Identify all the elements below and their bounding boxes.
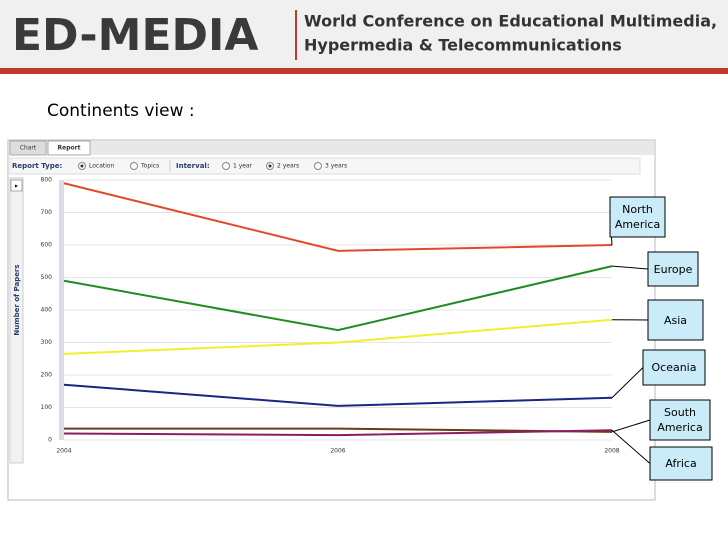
tab-label[interactable]: Report <box>58 145 81 152</box>
y-tick-label: 800 <box>41 177 53 184</box>
legend-label: North America <box>610 197 665 237</box>
y-tick-label: 0 <box>48 437 52 444</box>
radio[interactable] <box>223 163 230 170</box>
view-title: Continents view : <box>47 101 195 121</box>
callout: Oceania <box>643 350 705 385</box>
axis-band <box>59 180 64 440</box>
y-tick-label: 300 <box>41 339 53 346</box>
radio[interactable] <box>131 163 138 170</box>
header-title: Hypermedia & Telecommunications <box>304 36 622 55</box>
radio-label[interactable]: Location <box>89 163 115 170</box>
x-tick-label: 2006 <box>330 448 345 455</box>
x-tick-label: 2004 <box>56 448 71 455</box>
radio-label[interactable]: 3 years <box>325 163 347 170</box>
header-title: World Conference on Educational Multimed… <box>304 12 717 31</box>
callout: Africa <box>650 447 712 480</box>
y-tick-label: 500 <box>41 274 53 281</box>
legend-label: Europe <box>648 252 698 286</box>
y-tick-label: 600 <box>41 242 53 249</box>
radio-dot <box>81 165 84 168</box>
y-tick-label: 100 <box>41 404 53 411</box>
callout: Asia <box>648 300 703 340</box>
legend-label: Africa <box>650 447 712 480</box>
legend-label: South America <box>650 400 710 440</box>
legend-label: Asia <box>648 300 703 340</box>
y-tick-label: 200 <box>41 372 53 379</box>
tab-label[interactable]: Chart <box>20 145 37 152</box>
radio[interactable] <box>315 163 322 170</box>
legend-label: Oceania <box>643 350 705 385</box>
toolbar-label: Report Type: <box>12 162 62 170</box>
toolbar-label: Interval: <box>176 162 210 170</box>
y-tick-label: 700 <box>41 209 53 216</box>
radio-label[interactable]: 2 years <box>277 163 299 170</box>
y-tick-label: 400 <box>41 307 53 314</box>
expand-icon[interactable]: ▸ <box>15 183 18 190</box>
x-tick-label: 2008 <box>604 448 619 455</box>
callout: Europe <box>648 252 698 286</box>
radio-label[interactable]: 1 year <box>233 163 253 170</box>
callout: South America <box>650 400 710 440</box>
callout: North America <box>610 197 665 237</box>
radio-label[interactable]: Topics <box>140 163 159 170</box>
radio-dot <box>269 165 272 168</box>
tab-bar <box>9 141 654 155</box>
y-axis-label: Number of Papers <box>13 264 21 335</box>
logo: ED-MEDIA <box>12 10 258 61</box>
header-rule <box>0 68 728 74</box>
